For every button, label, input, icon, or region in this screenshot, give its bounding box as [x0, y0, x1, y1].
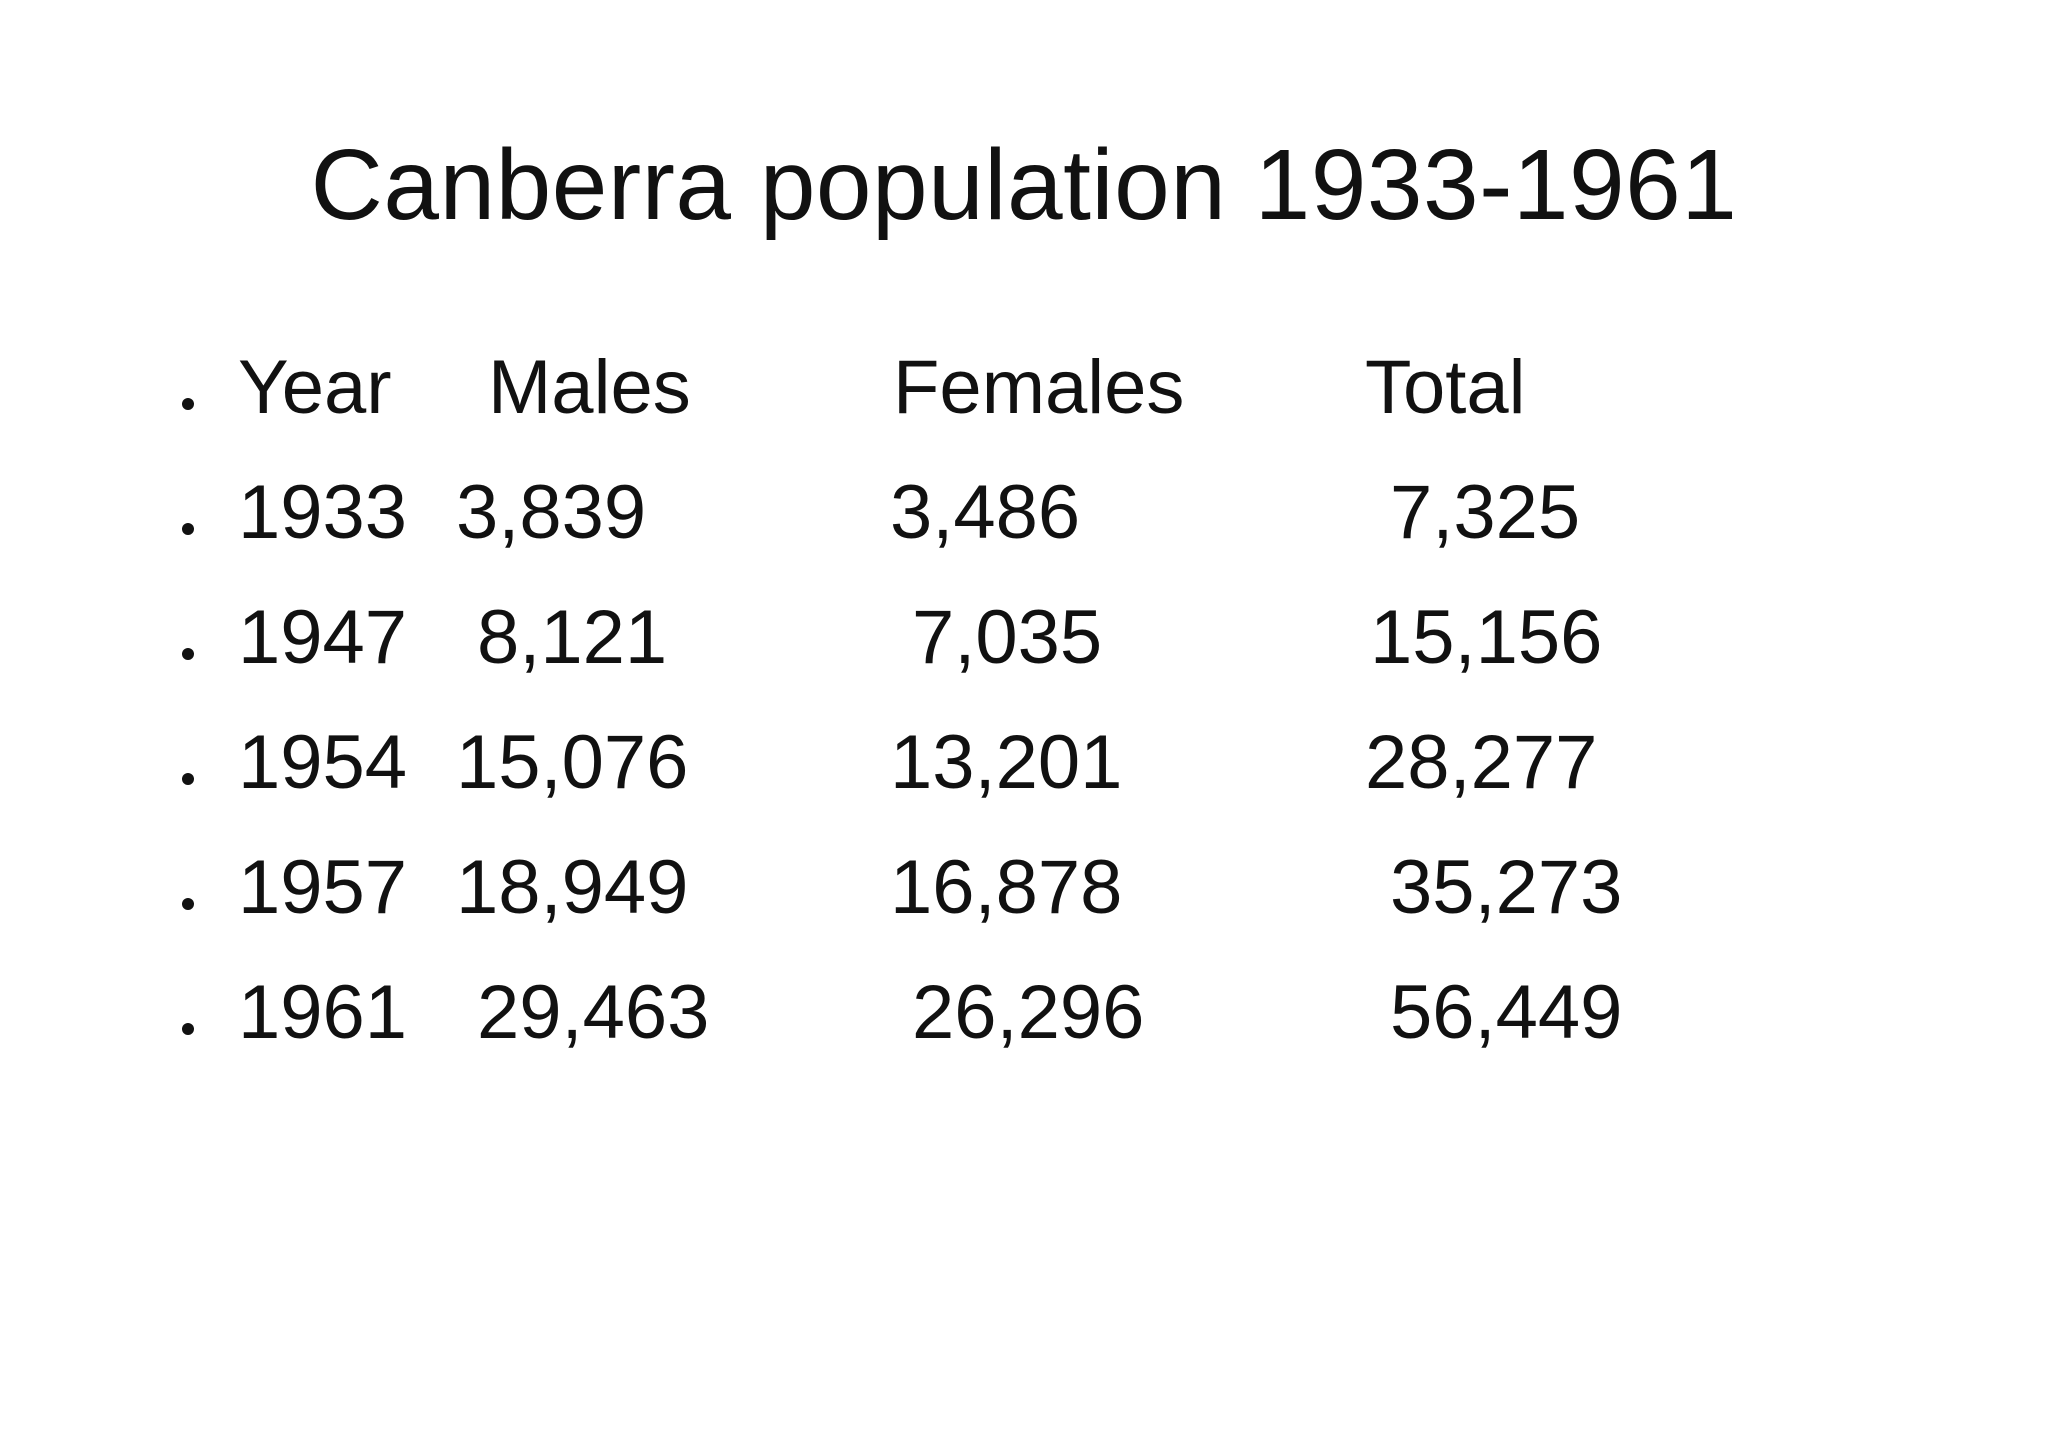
males-cell: 15,076: [456, 720, 689, 805]
total-cell: 35,273: [1390, 845, 1623, 930]
data-row: 1954 15,076 13,201 28,277: [0, 713, 2048, 813]
data-row: 1957 18,949 16,878 35,273: [0, 838, 2048, 938]
year-cell: 1961: [238, 970, 408, 1055]
males-cell: 18,949: [456, 845, 689, 930]
bullet-icon: [182, 648, 194, 660]
year-cell: 1933: [238, 470, 408, 555]
data-row: 1961 29,463 26,296 56,449: [0, 963, 2048, 1063]
bullet-icon: [182, 773, 194, 785]
slide-title: Canberra population 1933-1961: [310, 129, 1738, 241]
total-cell: 28,277: [1365, 720, 1598, 805]
header-females: Females: [893, 345, 1185, 430]
females-cell: 7,035: [912, 595, 1103, 680]
header-total: Total: [1365, 345, 1526, 430]
year-cell: 1954: [238, 720, 408, 805]
total-cell: 15,156: [1370, 595, 1603, 680]
header-males: Males: [488, 345, 691, 430]
males-cell: 3,839: [456, 470, 647, 555]
females-cell: 3,486: [890, 470, 1081, 555]
header-year: Year: [238, 345, 392, 430]
bullet-icon: [182, 398, 194, 410]
year-cell: 1947: [238, 595, 408, 680]
bullet-icon: [182, 523, 194, 535]
males-cell: 8,121: [477, 595, 668, 680]
bullet-icon: [182, 898, 194, 910]
year-cell: 1957: [238, 845, 408, 930]
data-row: 1933 3,839 3,486 7,325: [0, 463, 2048, 563]
females-cell: 26,296: [912, 970, 1145, 1055]
females-cell: 13,201: [890, 720, 1123, 805]
total-cell: 56,449: [1390, 970, 1623, 1055]
data-row: 1947 8,121 7,035 15,156: [0, 588, 2048, 688]
bullet-icon: [182, 1023, 194, 1035]
header-row: Year Males Females Total: [0, 338, 2048, 438]
total-cell: 7,325: [1390, 470, 1581, 555]
females-cell: 16,878: [890, 845, 1123, 930]
males-cell: 29,463: [477, 970, 710, 1055]
